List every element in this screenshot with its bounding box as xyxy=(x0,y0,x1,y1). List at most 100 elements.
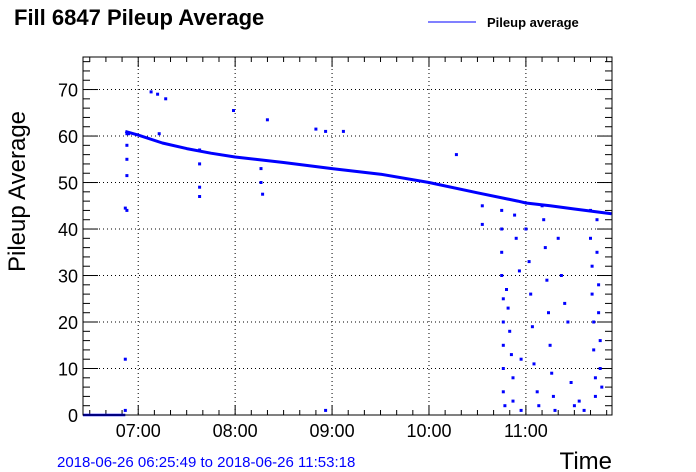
data-point xyxy=(547,311,550,315)
data-point xyxy=(341,129,345,133)
y-tick-label: 40 xyxy=(58,220,78,240)
data-point xyxy=(529,292,533,296)
data-point xyxy=(125,132,129,136)
data-point xyxy=(569,381,573,384)
data-point xyxy=(513,213,517,217)
data-point xyxy=(501,367,505,370)
x-tick-label: 11:00 xyxy=(504,421,548,441)
data-point xyxy=(500,250,504,254)
data-point xyxy=(590,292,594,296)
tick-labels: 07:00 08:00 09:00 10:00 11:00 0 10 20 30 40 50 60 70 xyxy=(58,81,548,441)
data-point xyxy=(198,185,202,189)
data-point xyxy=(511,376,515,380)
data-point xyxy=(480,222,484,226)
data-point xyxy=(511,399,515,403)
plot-frame xyxy=(82,56,613,416)
data-point xyxy=(524,227,528,231)
data-point xyxy=(589,208,592,212)
data-point xyxy=(198,148,202,152)
data-point xyxy=(577,399,581,403)
time-range-label: 2018-06-26 06:25:49 to 2018-06-26 11:53:… xyxy=(57,454,355,471)
data-point xyxy=(540,204,544,208)
y-tick-label: 10 xyxy=(58,360,78,380)
data-point xyxy=(595,218,599,222)
y-tick-label: 50 xyxy=(58,174,78,194)
data-point xyxy=(563,301,567,305)
data-point xyxy=(572,404,576,408)
data-point xyxy=(125,143,129,147)
data-point xyxy=(164,97,168,101)
data-point xyxy=(595,250,599,254)
data-point xyxy=(324,129,328,133)
data-point xyxy=(556,236,560,240)
data-point xyxy=(551,394,555,398)
data-point xyxy=(548,343,552,347)
data-point xyxy=(500,208,504,212)
data-point xyxy=(598,339,602,343)
data-point xyxy=(125,208,129,212)
data-point xyxy=(454,153,458,157)
data-series xyxy=(83,90,612,417)
data-point xyxy=(559,274,563,277)
x-tick-label: 07:00 xyxy=(116,421,161,441)
data-point xyxy=(517,269,521,273)
data-point xyxy=(598,367,602,370)
data-point xyxy=(198,195,202,198)
data-point xyxy=(593,376,597,380)
y-tick-label: 60 xyxy=(58,127,78,147)
data-point xyxy=(324,408,328,412)
data-point xyxy=(259,167,263,171)
data-point xyxy=(501,343,505,347)
data-point xyxy=(592,348,596,352)
data-point xyxy=(149,90,153,94)
x-tick-label: 08:00 xyxy=(213,421,258,441)
data-point xyxy=(590,264,594,268)
data-point xyxy=(259,181,263,184)
data-point xyxy=(265,118,269,122)
data-point xyxy=(592,320,596,324)
data-point xyxy=(566,320,570,324)
data-point xyxy=(123,206,127,210)
data-point xyxy=(527,260,531,264)
data-point xyxy=(127,132,130,136)
data-point xyxy=(508,329,512,333)
data-point xyxy=(198,162,202,166)
data-point xyxy=(232,109,235,112)
data-point xyxy=(314,127,318,131)
data-point xyxy=(519,357,523,361)
data-point xyxy=(537,404,541,408)
data-point xyxy=(500,274,504,277)
axis-ticks xyxy=(83,57,612,416)
data-point xyxy=(501,320,505,324)
legend-label: Pileup average xyxy=(487,15,579,30)
data-point xyxy=(506,306,510,310)
data-point xyxy=(125,174,129,178)
data-point xyxy=(480,204,484,208)
data-point xyxy=(593,394,597,398)
x-axis-title: Time xyxy=(560,448,612,472)
data-point xyxy=(532,362,536,366)
data-point xyxy=(545,278,549,282)
data-point xyxy=(582,408,586,412)
data-point xyxy=(535,390,539,394)
data-point xyxy=(500,227,504,231)
data-point xyxy=(600,385,604,389)
data-point xyxy=(553,408,557,412)
data-point xyxy=(156,92,160,96)
y-tick-label: 20 xyxy=(58,313,78,333)
data-point xyxy=(503,404,507,408)
data-point xyxy=(597,311,601,315)
x-tick-label: 09:00 xyxy=(310,421,355,441)
data-point xyxy=(501,297,505,301)
legend: Pileup average xyxy=(428,15,579,30)
data-point xyxy=(157,132,161,136)
data-point xyxy=(597,283,601,287)
y-tick-label: 70 xyxy=(58,81,78,101)
data-point xyxy=(543,246,547,250)
y-tick-label: 30 xyxy=(58,267,78,287)
data-point xyxy=(261,192,265,196)
data-point xyxy=(509,353,513,357)
data-point xyxy=(125,157,129,161)
data-point xyxy=(530,325,534,329)
